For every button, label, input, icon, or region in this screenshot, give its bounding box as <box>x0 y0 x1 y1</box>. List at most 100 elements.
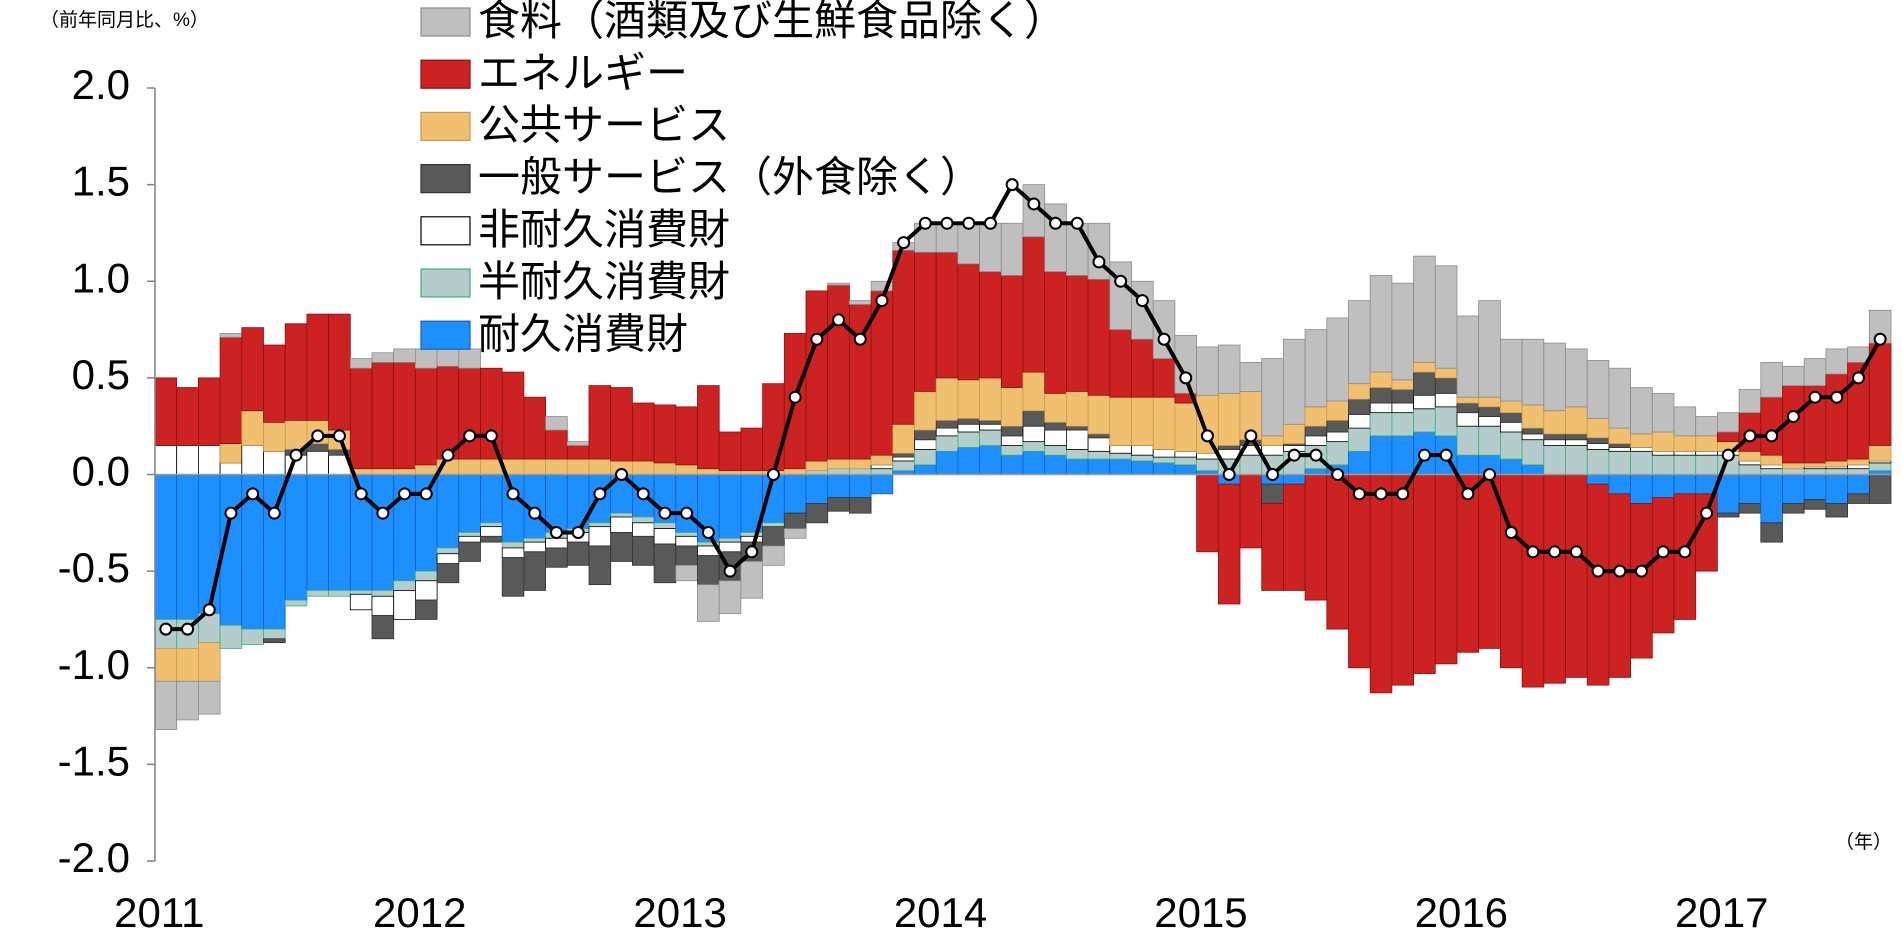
x-axis-label: （年） <box>1835 831 1892 853</box>
bar-segment <box>588 522 612 528</box>
bar-segment <box>414 570 438 582</box>
bar-segment <box>1022 425 1046 443</box>
line-point <box>723 564 737 578</box>
bar-segment <box>501 474 525 543</box>
bar-segment <box>480 367 503 460</box>
bar-segment <box>1066 222 1089 276</box>
bars <box>154 184 1892 730</box>
bar-segment <box>197 445 221 475</box>
line-point <box>571 525 585 539</box>
bar-segment <box>1803 468 1827 475</box>
line-point <box>1200 429 1214 443</box>
bar-segment <box>1434 367 1458 379</box>
line-point <box>1548 545 1562 559</box>
bar-segment <box>393 362 416 470</box>
bar-segment <box>1782 503 1805 514</box>
line-point <box>918 216 932 230</box>
bar-segment <box>1391 435 1415 475</box>
bar-segment <box>219 336 243 444</box>
bar-segment <box>957 447 981 475</box>
bar-segment <box>1673 454 1697 475</box>
bar-segment <box>827 497 850 512</box>
bar-segment <box>1586 443 1610 450</box>
bar-segment <box>979 377 1002 421</box>
bar-segment <box>284 599 308 607</box>
bar-segment <box>1651 392 1675 433</box>
bar-segment <box>241 628 264 645</box>
bar-segment <box>610 516 633 533</box>
line-point <box>962 216 976 230</box>
bar-segment <box>1456 454 1480 475</box>
bar-segment <box>1152 462 1176 475</box>
y-axis-label: （前年同月比、%） <box>40 9 209 31</box>
bar-segment <box>892 460 915 472</box>
bar-segment <box>566 458 590 475</box>
bar-segment <box>762 383 785 472</box>
bar-segment <box>653 522 677 530</box>
bar-segment <box>1456 396 1480 404</box>
bar-segment <box>914 251 937 392</box>
bar-segment <box>849 468 872 475</box>
bar-segment <box>762 522 785 528</box>
bar-segment <box>1847 468 1870 475</box>
bar-segment <box>1196 452 1219 460</box>
line-point <box>1439 448 1453 462</box>
bar-segment <box>675 545 698 566</box>
legend-swatch <box>420 111 471 142</box>
bar-segment <box>1391 282 1415 381</box>
bar-segment <box>1521 404 1545 429</box>
bar-segment <box>501 541 525 549</box>
line-point <box>441 448 455 462</box>
bar-segment <box>849 458 872 470</box>
bar-segment <box>1326 419 1349 433</box>
bar-segment <box>610 512 633 518</box>
bar-segment <box>1174 450 1198 458</box>
bar-segment <box>1044 271 1067 394</box>
y-tick-label: 0.0 <box>72 448 130 495</box>
bar-segment <box>892 456 915 462</box>
bar-segment <box>935 427 959 437</box>
bar-segment <box>414 599 438 620</box>
bar-segment <box>1717 431 1740 443</box>
bar-segment <box>697 385 720 470</box>
bar-segment <box>458 458 481 475</box>
legend-swatch <box>420 268 471 298</box>
bar-segment <box>1369 474 1393 694</box>
bar-segment <box>1565 445 1588 475</box>
bar-segment <box>545 537 568 549</box>
bar-segment <box>1434 406 1458 437</box>
line-point <box>1569 545 1583 559</box>
bar-segment <box>1608 450 1632 475</box>
bar-segment <box>1825 474 1849 504</box>
bar-segment <box>501 557 525 597</box>
bar-segment <box>1608 493 1632 678</box>
bar-segment <box>1109 445 1132 454</box>
bar-segment <box>263 421 286 452</box>
y-tick-label: 1.0 <box>72 254 130 301</box>
bar-segment <box>1087 458 1111 475</box>
line-point <box>1678 545 1692 559</box>
line-point <box>1504 525 1518 539</box>
line-point <box>354 487 368 501</box>
bar-segment <box>1760 362 1783 398</box>
line-point <box>1873 332 1887 346</box>
bar-segment <box>328 590 351 597</box>
bar-segment <box>436 346 460 367</box>
line-point <box>1070 216 1084 230</box>
bar-segment <box>632 402 655 462</box>
bar-segment <box>870 454 894 466</box>
line-point <box>528 506 542 520</box>
bar-segment <box>783 512 807 530</box>
line-point <box>267 506 281 520</box>
bar-segment <box>1348 383 1371 400</box>
bar-segment <box>675 535 698 547</box>
bar-segment <box>436 547 460 555</box>
bar-segment <box>1760 454 1783 466</box>
legend-swatch <box>420 320 471 350</box>
bar-segment <box>1803 462 1827 468</box>
line-layer <box>159 178 1887 636</box>
line-point <box>875 294 889 308</box>
bar-segment <box>349 593 373 611</box>
bar-segment <box>1586 418 1610 439</box>
bar-segment <box>284 474 308 601</box>
